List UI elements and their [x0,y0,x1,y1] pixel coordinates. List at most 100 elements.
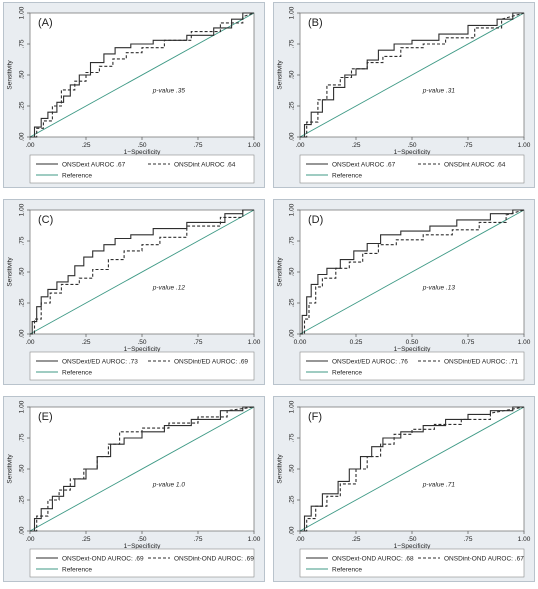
x-tick-label: .75 [193,339,202,346]
roc-chart: .00 .25 .50 .75 1.00 0.00 0.25 0.50 0.75 1.00 1−Sp… [277,203,531,381]
y-tick-label: .50 [289,70,296,79]
roc-chart: .00 .25 .50 .75 1.00 .00 .25 .50 .75 1.00 1−Specif… [7,6,261,184]
roc-curve-ext [30,406,254,532]
p-value-annotation: p-value .13 [422,284,456,291]
x-tick-label: 0.00 [294,339,307,346]
p-value-annotation: p-value 1.0 [152,481,186,488]
x-tick-label: .75 [463,536,472,543]
roc-panel-f: .00 .25 .50 .75 1.00 .00 .25 .50 .75 1.00 1−Specif… [273,396,535,582]
x-tick-label: .50 [407,536,416,543]
legend-box [29,351,255,381]
x-tick-label: .25 [351,536,360,543]
roc-chart: .00 .25 .50 .75 1.00 .00 .25 .50 .75 1.00 1−Specif… [277,6,531,184]
panel-label: (D) [308,214,323,226]
legend-entry: ONSDext AUROC .67 [62,161,126,168]
y-tick-label: 1.00 [289,400,296,413]
x-axis-label: 1−Specificity [124,543,161,550]
roc-curve-ext [30,209,254,335]
y-tick-label: .50 [289,267,296,276]
x-tick-label: .25 [81,536,90,543]
roc-curve-ext [300,12,524,138]
y-tick-label: .00 [19,329,26,338]
x-tick-label: .75 [193,142,202,149]
x-tick-label: 1.00 [518,339,531,346]
y-tick-label: .00 [289,526,296,535]
x-tick-label: 1.00 [248,142,261,149]
legend-entry: ONSDint AUROC .64 [444,161,506,168]
roc-chart: .00 .25 .50 .75 1.00 .00 .25 .50 .75 1.00 1−Specif… [277,400,531,578]
legend-entry: ONSDext/ED AUROC: .73 [62,358,138,365]
x-tick-label: 0.50 [406,339,419,346]
y-axis-label: Sensitivity [277,60,284,90]
x-tick-label: .50 [137,536,146,543]
y-tick-label: .75 [289,236,296,245]
legend-entry: Reference [332,172,362,179]
y-tick-label: 1.00 [19,203,26,216]
x-tick-label: .00 [25,339,34,346]
x-tick-label: .50 [137,339,146,346]
x-axis-label: 1−Specificity [124,149,161,156]
roc-panel-a: .00 .25 .50 .75 1.00 .00 .25 .50 .75 1.00 1−Specif… [3,2,265,188]
legend-entry: ONSDint-OND AUROC: .69 [174,555,254,562]
legend-entry: Reference [62,172,92,179]
legend-box [29,154,255,184]
x-tick-label: .25 [81,339,90,346]
panel-label: (E) [38,411,53,423]
y-tick-label: 1.00 [19,6,26,19]
roc-panel-e: .00 .25 .50 .75 1.00 .00 .25 .50 .75 1.00 1−Specif… [3,396,265,582]
y-tick-label: .00 [289,329,296,338]
x-tick-label: .25 [81,142,90,149]
y-tick-label: 1.00 [289,6,296,19]
p-value-annotation: p-value .35 [152,87,186,94]
x-axis-label: 1−Specificity [394,149,431,156]
y-tick-label: .75 [289,433,296,442]
roc-panel-c: .00 .25 .50 .75 1.00 .00 .25 .50 .75 1.00 1−Specif… [3,199,265,385]
y-axis-label: Sensitivity [277,257,284,287]
x-tick-label: .00 [295,536,304,543]
y-tick-label: .75 [19,39,26,48]
y-tick-label: .25 [19,101,26,110]
reference-line [29,12,255,138]
p-value-annotation: p-value .31 [422,87,456,94]
legend-entry: ONSDext-OND AUROC: .69 [62,555,144,562]
x-tick-label: .00 [295,142,304,149]
y-tick-label: .25 [19,495,26,504]
y-tick-label: .25 [289,101,296,110]
y-tick-label: 1.00 [19,400,26,413]
panel-label: (A) [38,17,53,29]
x-tick-label: .75 [463,142,472,149]
y-axis-label: Sensitivity [7,454,14,484]
y-tick-label: .00 [289,132,296,141]
legend-entry: ONSDext AUROC .67 [332,161,396,168]
reference-line [299,406,525,532]
reference-line [299,209,525,335]
x-tick-label: .50 [407,142,416,149]
y-tick-label: .50 [19,267,26,276]
y-tick-label: .50 [289,464,296,473]
roc-curve-int [30,12,255,138]
reference-line [29,209,255,335]
legend-entry: ONSDint-OND AUROC: .67 [444,555,524,562]
p-value-annotation: p-value .71 [422,481,456,488]
x-tick-label: .50 [137,142,146,149]
legend-entry: ONSDint/ED AUROC: .69 [174,358,248,365]
x-tick-label: 1.00 [248,536,261,543]
y-tick-label: .00 [19,132,26,141]
x-tick-label: .25 [351,142,360,149]
roc-chart: .00 .25 .50 .75 1.00 .00 .25 .50 .75 1.00 1−Specif… [7,400,261,578]
x-axis-label: 1−Specificity [394,543,431,550]
y-axis-label: Sensitivity [7,257,14,287]
roc-panel-d: .00 .25 .50 .75 1.00 0.00 0.25 0.50 0.75 1.00 1−Sp… [273,199,535,385]
legend-entry: Reference [62,369,92,376]
roc-curve-int [300,12,525,138]
x-tick-label: .75 [193,536,202,543]
y-tick-label: 1.00 [289,203,296,216]
y-tick-label: .25 [19,298,26,307]
x-tick-label: 1.00 [518,536,531,543]
y-tick-label: .75 [19,236,26,245]
roc-curve-ext [30,12,254,138]
legend-entry: Reference [332,566,362,573]
x-tick-label: .00 [25,142,34,149]
p-value-annotation: p-value .12 [152,284,186,291]
y-tick-label: .50 [19,464,26,473]
